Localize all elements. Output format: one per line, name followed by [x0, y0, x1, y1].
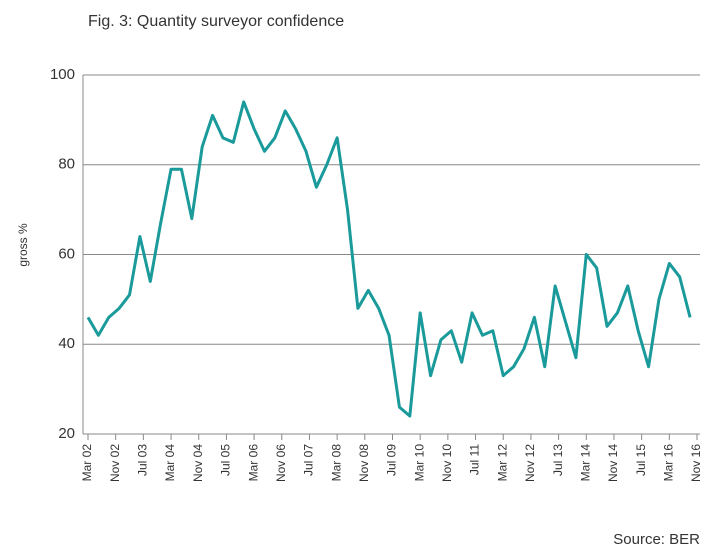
x-tick-label: Jul 03: [136, 444, 150, 476]
y-tick-label: 80: [58, 156, 75, 173]
y-tick-label: 20: [58, 425, 75, 442]
x-tick-label: Mar 04: [163, 444, 177, 482]
source: Source: BER: [613, 531, 700, 548]
x-tick-label: Nov 16: [689, 444, 703, 482]
x-tick-label: Mar 06: [246, 444, 260, 482]
x-tick-label: Jul 11: [468, 444, 482, 475]
x-tick-label: Mar 08: [329, 444, 343, 482]
x-tick-label: Nov 12: [523, 444, 537, 482]
data-line: [86, 100, 692, 418]
y-tick-label: 60: [58, 245, 75, 262]
x-tick-label: Mar 16: [661, 444, 675, 482]
x-tick-label: Jul 05: [219, 444, 233, 476]
x-tick-label: Nov 08: [357, 444, 371, 482]
x-tick-label: Mar 10: [412, 444, 426, 482]
chart-title: Fig. 3: Quantity surveyor confidence: [88, 13, 344, 30]
x-tick-label: Nov 02: [108, 444, 122, 482]
x-tick-label: Mar 02: [80, 444, 94, 482]
y-tick-label: 40: [58, 335, 75, 352]
x-tick-label: Mar 12: [495, 444, 509, 482]
x-tick-label: Nov 04: [191, 444, 205, 482]
x-tick-label: Nov 10: [440, 444, 454, 482]
y-axis-label: gross %: [16, 223, 30, 267]
x-tick-label: Nov 14: [606, 444, 620, 482]
x-tick-label: Jul 07: [302, 444, 316, 476]
x-tick-label: Nov 06: [274, 444, 288, 482]
x-tick-label: Jul 13: [551, 444, 565, 476]
y-tick-label: 100: [50, 66, 75, 83]
x-tick-label: Jul 15: [634, 444, 648, 476]
x-tick-label: Mar 14: [578, 444, 592, 482]
x-tick-label: Jul 09: [385, 444, 399, 476]
